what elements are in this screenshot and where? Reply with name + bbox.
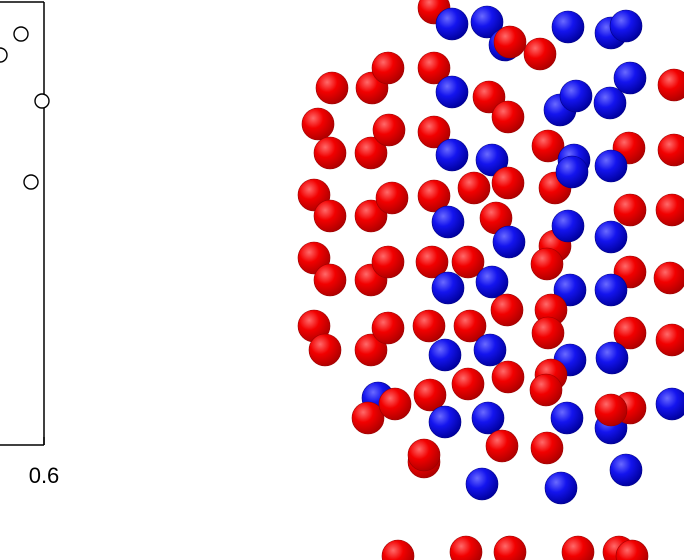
scatter-point [23,174,39,190]
scatter-point [13,26,29,42]
red-atom [491,100,525,134]
blue-atom [471,401,505,435]
blue-atom [613,61,647,95]
red-atom [493,25,527,59]
blue-atom [655,387,684,421]
red-atom [371,51,405,85]
blue-atom [555,155,589,189]
blue-atom [475,143,509,177]
red-atom [354,136,388,170]
scatter-point [34,93,50,109]
red-atom [301,107,335,141]
blue-atom [431,271,465,305]
blue-atom [609,9,643,43]
blue-atom [435,7,469,41]
red-atom [657,133,684,167]
red-atom [530,431,564,465]
red-atom [491,360,525,394]
blue-atom [435,75,469,109]
red-atom [530,247,564,281]
red-atom [412,309,446,343]
blue-atom [435,138,469,172]
red-atom [613,193,647,227]
blue-atom [594,273,628,307]
red-atom [313,199,347,233]
blue-atom [544,471,578,505]
red-atom [308,333,342,367]
red-atom [457,171,491,205]
red-atom [451,367,485,401]
red-atom [615,539,649,560]
red-atom [451,245,485,279]
red-atom [354,199,388,233]
red-atom [523,37,557,71]
red-atom [531,129,565,163]
red-atom [415,245,449,279]
red-atom [490,293,524,327]
blue-atom [428,338,462,372]
red-atom [375,181,409,215]
red-atom [594,393,628,427]
blue-atom [431,205,465,239]
red-atom [655,323,684,357]
blue-atom [551,209,585,243]
blue-atom [428,405,462,439]
red-atom [561,535,595,560]
red-atom [407,438,441,472]
blue-atom [594,220,628,254]
red-atom [354,333,388,367]
x-tick-label: 0.6 [29,463,60,488]
blue-atom [595,341,629,375]
blue-atom [470,5,504,39]
red-atom [378,387,412,421]
blue-atom [492,225,526,259]
blue-atom [593,86,627,120]
red-atom [371,311,405,345]
red-atom [453,309,487,343]
data-points [0,26,50,190]
blue-atom [594,149,628,183]
red-atom [491,166,525,200]
red-atom [529,373,563,407]
red-atom [417,179,451,213]
red-atom [485,429,519,463]
atomic-structure [297,0,684,560]
scatter-plot: 0.6 [0,1,60,488]
blue-atom [465,467,499,501]
red-atom [653,261,684,295]
red-atom [381,539,415,560]
red-atom [655,193,684,227]
scatter-point [0,47,8,63]
red-atom [417,115,451,149]
red-atom [351,401,385,435]
red-atom [315,71,349,105]
red-atom [371,245,405,279]
red-atom [449,535,483,560]
red-atom [417,51,451,85]
red-atom [613,316,647,350]
red-atom [413,378,447,412]
blue-atom [559,79,593,113]
red-atom [372,113,406,147]
blue-atom [551,10,585,44]
red-atom [313,136,347,170]
red-atom [493,535,527,560]
blue-atom [609,453,643,487]
blue-atom [473,333,507,367]
red-atom [531,316,565,350]
blue-atom [550,401,584,435]
blue-atom [475,265,509,299]
red-atom [313,263,347,297]
red-atom [657,68,684,102]
